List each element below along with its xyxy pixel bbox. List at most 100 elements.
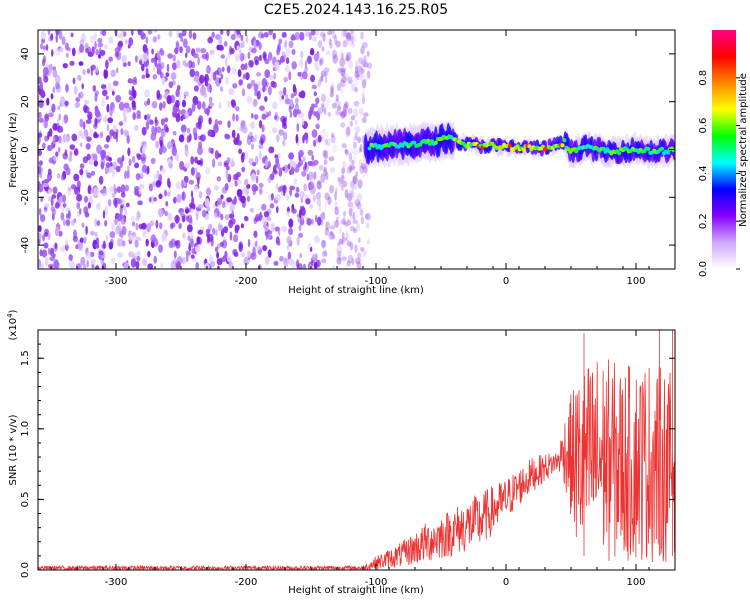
heatmap-cell	[327, 30, 332, 36]
heatmap-cell	[65, 219, 71, 227]
heatmap-cell	[139, 183, 145, 190]
heatmap-cell	[323, 166, 327, 173]
heatmap-xtick-label: 100	[626, 276, 645, 287]
heatmap-ytick-label: -20	[20, 189, 31, 205]
heatmap-cell	[323, 168, 327, 177]
heatmap-cell	[82, 236, 87, 244]
heatmap-cell	[45, 44, 49, 51]
heatmap-cell	[69, 150, 73, 157]
heatmap-cell	[307, 242, 312, 250]
heatmap-cell	[239, 42, 244, 49]
heatmap-cell	[204, 73, 210, 83]
heatmap-cell	[116, 186, 122, 194]
heatmap-cell	[300, 207, 306, 216]
snr-xtick-label: 100	[626, 577, 645, 588]
heatmap-ytick-label: 40	[20, 48, 31, 61]
heatmap-cell	[252, 246, 256, 257]
heatmap-cell	[322, 149, 326, 158]
snr-frame	[37, 329, 676, 571]
heatmap-cell	[196, 160, 203, 165]
heatmap-cell	[339, 179, 343, 188]
heatmap-cell	[43, 182, 49, 188]
heatmap-cell	[111, 90, 115, 96]
heatmap-cell	[179, 46, 183, 54]
heatmap-cell	[315, 66, 320, 72]
heatmap-cell	[41, 142, 46, 150]
heatmap-cell	[315, 123, 320, 130]
heatmap-cell	[346, 54, 350, 63]
heatmap-cell	[50, 197, 54, 207]
heatmap-cell	[258, 42, 262, 51]
heatmap-cell	[187, 224, 193, 233]
heatmap-cell	[268, 30, 273, 36]
heatmap-cell	[355, 74, 360, 81]
heatmap-cell	[297, 71, 302, 77]
heatmap-cell	[361, 41, 368, 49]
heatmap-cell	[349, 225, 355, 232]
heatmap-cell	[207, 235, 210, 243]
heatmap-cell	[164, 189, 167, 197]
heatmap-cell	[208, 96, 213, 103]
ridge-core	[617, 151, 622, 156]
heatmap-cell	[288, 40, 294, 49]
snr-ylabel: SNR (10 * v/v)	[8, 414, 19, 485]
heatmap-cell	[145, 73, 150, 79]
snr-series-line	[38, 359, 675, 570]
heatmap-cell	[192, 127, 198, 137]
heatmap-cell	[170, 72, 177, 80]
heatmap-cell	[127, 61, 131, 67]
heatmap-cell	[233, 251, 239, 257]
heatmap-cell	[266, 216, 272, 222]
heatmap-cell	[282, 184, 287, 194]
heatmap-cell	[208, 101, 214, 108]
heatmap-cell	[278, 129, 285, 136]
heatmap-cell	[346, 166, 352, 174]
heatmap-cell	[78, 130, 83, 137]
heatmap-cell	[307, 55, 312, 65]
heatmap-cell	[83, 263, 87, 269]
heatmap-cell	[276, 206, 279, 214]
heatmap-cell	[243, 73, 247, 79]
heatmap-cell	[280, 191, 284, 196]
heatmap-cell	[83, 105, 90, 114]
heatmap-cell	[339, 50, 345, 56]
heatmap-cell	[123, 107, 126, 117]
heatmap-cell	[303, 183, 308, 192]
heatmap-cell	[338, 111, 343, 117]
heatmap-cell	[326, 138, 331, 147]
heatmap-cell	[306, 218, 312, 226]
heatmap-cell	[288, 105, 292, 113]
heatmap-cell	[148, 197, 152, 203]
heatmap-cell	[253, 39, 257, 50]
heatmap-cell	[246, 250, 251, 258]
heatmap-cell	[329, 43, 333, 49]
heatmap-cell	[315, 214, 318, 223]
heatmap-cell	[137, 54, 144, 61]
heatmap-cell	[341, 143, 348, 149]
heatmap-cell	[65, 52, 69, 58]
heatmap-cell	[290, 166, 295, 175]
heatmap-cell	[188, 30, 193, 39]
heatmap-cell	[275, 194, 282, 201]
heatmap-cell	[123, 261, 129, 269]
heatmap-cell	[272, 81, 277, 89]
heatmap-cell	[336, 257, 342, 265]
heatmap-cell	[360, 162, 365, 170]
heatmap-cell	[168, 240, 174, 249]
heatmap-cell	[355, 171, 359, 177]
heatmap-cell	[57, 105, 61, 111]
heatmap-cell	[204, 262, 210, 269]
heatmap-cell	[339, 79, 346, 88]
heatmap-cell	[47, 131, 50, 140]
heatmap-cell	[360, 46, 365, 55]
heatmap-cell	[283, 257, 289, 267]
heatmap-cell	[268, 51, 273, 62]
heatmap-cell	[128, 37, 133, 46]
heatmap-cell	[277, 43, 281, 52]
colorbar-tick-label: 0.4	[698, 165, 709, 181]
heatmap-cell	[174, 214, 181, 224]
heatmap-cell	[235, 106, 240, 112]
heatmap-cell	[356, 201, 362, 210]
heatmap-cell	[72, 77, 76, 85]
heatmap-cell	[340, 219, 347, 225]
